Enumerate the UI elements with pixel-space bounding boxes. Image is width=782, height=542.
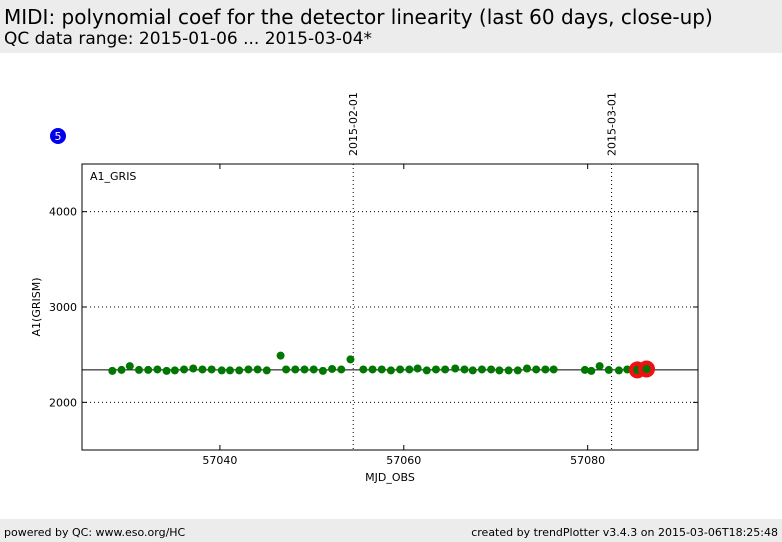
data-point	[180, 365, 189, 374]
data-point	[117, 365, 126, 374]
badge-circle	[50, 128, 66, 144]
data-point	[328, 364, 337, 373]
data-point	[262, 366, 271, 375]
data-point	[346, 355, 355, 364]
data-point	[244, 365, 253, 374]
data-point	[477, 365, 486, 374]
data-point	[487, 365, 496, 374]
data-point	[162, 366, 171, 375]
footer-created-by: created by trendPlotter v3.4.3 on 2015-0…	[471, 526, 778, 539]
header-bar: MIDI: polynomial coef for the detector l…	[0, 0, 782, 53]
x-axis-ticks: 57040 57060 57080	[202, 164, 605, 467]
data-point	[504, 366, 513, 375]
data-point	[368, 365, 377, 374]
footer-bar: powered by QC: www.eso.org/HC created by…	[0, 519, 782, 542]
data-point	[198, 365, 207, 374]
y-tick-label: 4000	[49, 206, 77, 219]
data-point	[144, 365, 153, 374]
data-point	[522, 364, 531, 373]
data-point	[604, 365, 613, 374]
latest-point-core	[642, 364, 651, 373]
data-point	[337, 365, 346, 374]
date-markers: 2015-02-01 2015-03-01	[347, 92, 619, 450]
data-point	[125, 362, 134, 371]
data-point	[359, 365, 368, 374]
data-point	[291, 365, 300, 374]
data-point	[217, 366, 226, 375]
data-point	[451, 364, 460, 373]
panel-label: A1_GRIS	[90, 170, 136, 183]
data-point	[189, 364, 198, 373]
data-point	[253, 365, 262, 374]
page-subtitle: QC data range: 2015-01-06 ... 2015-03-04…	[4, 29, 373, 49]
data-point	[300, 365, 309, 374]
y-axis-ticks: 2000 3000 4000	[49, 206, 698, 409]
data-point	[309, 365, 318, 374]
data-point	[441, 365, 450, 374]
data-point	[460, 365, 469, 374]
x-tick-label: 57060	[386, 454, 421, 467]
y-tick-label: 3000	[49, 301, 77, 314]
data-point	[549, 365, 558, 374]
data-point	[153, 365, 162, 374]
date-marker-label: 2015-02-01	[347, 92, 360, 156]
date-marker-label: 2015-03-01	[606, 92, 619, 156]
page-title: MIDI: polynomial coef for the detector l…	[4, 5, 713, 29]
badge: 5	[50, 128, 66, 144]
x-axis-label: MJD_OBS	[365, 471, 415, 484]
data-point	[282, 365, 291, 374]
data-point	[386, 366, 395, 375]
y-axis-label: A1(GRISM)	[30, 278, 43, 337]
data-point	[377, 365, 386, 374]
data-point	[108, 366, 117, 375]
data-point	[532, 365, 541, 374]
data-point	[495, 366, 504, 375]
data-point	[587, 366, 596, 375]
footer-powered-by: powered by QC: www.eso.org/HC	[4, 526, 186, 539]
data-points	[108, 351, 656, 379]
x-tick-label: 57080	[570, 454, 605, 467]
data-point	[235, 366, 244, 375]
data-point	[318, 366, 327, 375]
grid-lines	[82, 211, 698, 403]
x-tick-label: 57040	[202, 454, 237, 467]
data-point	[580, 365, 589, 374]
data-point	[468, 366, 477, 375]
data-point	[541, 365, 550, 374]
data-point	[226, 366, 235, 375]
data-point	[422, 366, 431, 375]
data-point	[614, 366, 623, 375]
badge-label: 5	[55, 130, 62, 143]
data-point	[396, 365, 405, 374]
y-tick-label: 2000	[49, 396, 77, 409]
data-point	[135, 365, 144, 374]
data-point	[513, 366, 522, 375]
data-point	[595, 362, 604, 371]
data-point	[431, 365, 440, 374]
data-point	[405, 365, 414, 374]
data-point	[207, 365, 216, 374]
data-point	[170, 366, 179, 375]
data-point	[276, 351, 285, 360]
data-point	[413, 364, 422, 373]
